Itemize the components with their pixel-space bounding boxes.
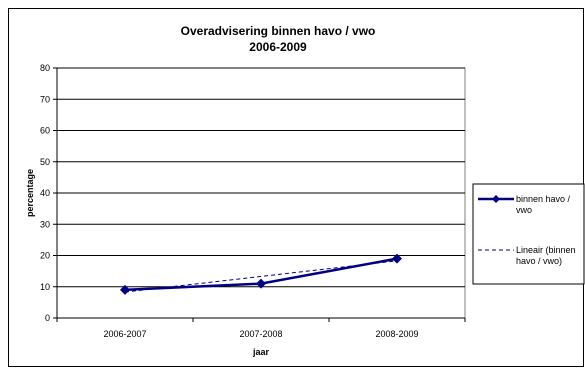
- x-axis-title: jaar: [252, 347, 270, 357]
- y-tick-label-10: 10: [40, 282, 50, 292]
- y-tick-label-80: 80: [40, 63, 50, 73]
- y-tick-label-20: 20: [40, 251, 50, 261]
- x-tick-label-2007-2008: 2007-2008: [239, 329, 282, 339]
- legend-series-label-1: binnen havo /: [516, 194, 571, 204]
- legend-trend-label-2: havo / vwo): [516, 256, 562, 266]
- y-tick-label-40: 40: [40, 188, 50, 198]
- y-tick-label-30: 30: [40, 219, 50, 229]
- series-markers: [120, 253, 402, 295]
- data-point-2008-2009: [392, 253, 402, 264]
- chart-frame: Overadvisering binnen havo / vwo 2006-20…: [8, 8, 585, 367]
- y-tick-label-0: 0: [45, 313, 50, 323]
- data-point-2007-2008: [256, 278, 266, 289]
- legend-box: [472, 183, 585, 285]
- chart-title-line-1: Overadvisering binnen havo / vwo: [181, 24, 376, 38]
- data-point-2006-2007: [120, 284, 130, 295]
- legend: binnen havo / vwo Lineair (binnen havo /…: [472, 183, 585, 285]
- x-tick-label-2006-2007: 2006-2007: [103, 329, 146, 339]
- y-axis-ticks: 0 10 20 30 40 50 60 70 80: [40, 63, 57, 323]
- y-tick-label-50: 50: [40, 157, 50, 167]
- x-tick-label-2008-2009: 2008-2009: [375, 329, 418, 339]
- legend-trend-label-1: Lineair (binnen: [516, 245, 576, 255]
- x-axis-ticks: 2006-2007 2007-2008 2008-2009: [56, 318, 466, 339]
- y-axis-title: percentage: [25, 169, 35, 217]
- chart-title-line-2: 2006-2009: [249, 40, 307, 54]
- legend-series-marker: [492, 195, 500, 203]
- legend-series-label-2: vwo: [516, 205, 532, 215]
- y-tick-label-70: 70: [40, 94, 50, 104]
- y-tick-label-60: 60: [40, 126, 50, 136]
- line-chart: Overadvisering binnen havo / vwo 2006-20…: [25, 24, 585, 357]
